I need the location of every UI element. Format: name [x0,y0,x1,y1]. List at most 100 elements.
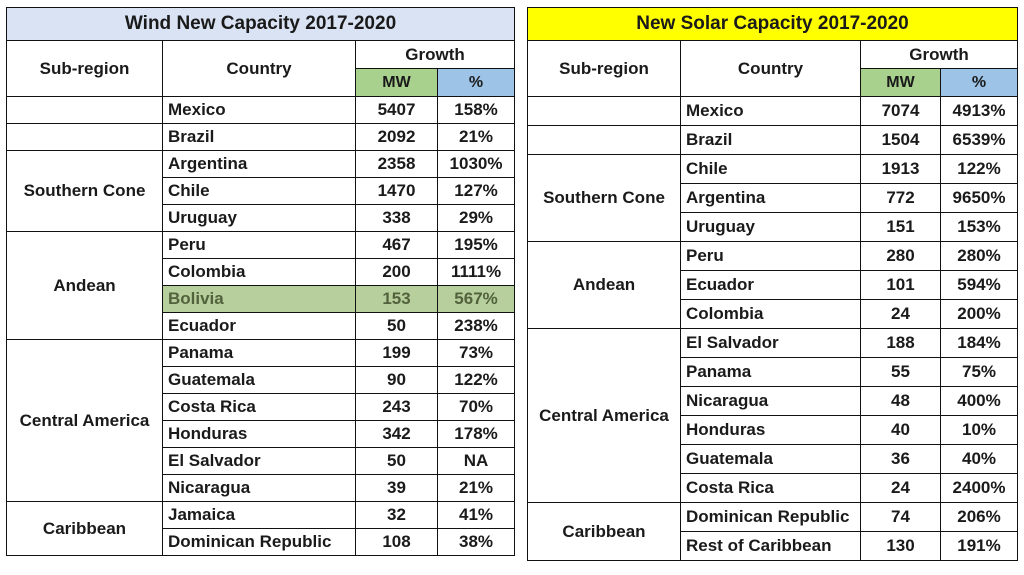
table-row: Colombia 24 200% [528,299,1018,329]
pct-cell: 127% [436,177,516,205]
table-row: Costa Rica 24 2400% [528,473,1018,503]
pct-cell: 70% [436,393,516,421]
country-cell: Ecuador [162,312,356,340]
mw-cell: 24 [860,299,941,329]
country-cell: Honduras [680,415,861,445]
pct-cell: 280% [940,241,1018,271]
wind-header-pct: % [436,68,516,97]
pct-cell: 1030% [436,150,516,178]
pct-cell: 122% [436,366,516,394]
mw-cell: 32 [355,501,438,529]
country-cell: Panama [680,357,861,387]
country-cell: Chile [680,154,861,184]
mw-cell: 467 [355,231,438,259]
table-row: Argentina 772 9650% [528,183,1018,213]
pct-cell: 38% [436,528,516,556]
pct-cell: 158% [436,96,516,124]
mw-cell: 342 [355,420,438,448]
pct-cell: 4913% [940,96,1018,126]
mw-cell: 101 [860,270,941,300]
country-cell: Argentina [162,150,356,178]
pct-cell: 73% [436,339,516,367]
mw-cell: 1504 [860,125,941,155]
mw-cell: 153 [355,285,438,313]
pct-cell: 400% [940,386,1018,416]
wind-header-country: Country [162,40,356,97]
country-cell: Argentina [680,183,861,213]
mw-cell: 188 [860,328,941,358]
country-cell: Guatemala [162,366,356,394]
table-row: Rest of Caribbean 130 191% [528,531,1018,561]
table-row: Uruguay 338 29% [7,204,516,232]
mw-cell: 338 [355,204,438,232]
table-row: Costa Rica 243 70% [7,393,516,421]
country-cell: Peru [162,231,356,259]
table-row: Andean Peru 467 195% [6,231,516,340]
table-row: Mexico 7074 4913% [527,96,1018,126]
highlighted-row: Bolivia 153 567% [7,285,516,313]
table-row: Ecuador 101 594% [528,270,1018,300]
solar-header-pct: % [940,68,1018,97]
mw-cell: 151 [860,212,941,242]
country-cell: Uruguay [162,204,356,232]
subregion-cell: Southern Cone [527,154,681,242]
table-row: Honduras 40 10% [528,415,1018,445]
country-cell: Guatemala [680,444,861,474]
pct-cell: NA [436,447,516,475]
solar-header-growth: Growth [860,40,1018,69]
mw-cell: 40 [860,415,941,445]
country-cell: Honduras [162,420,356,448]
mw-cell: 108 [355,528,438,556]
table-row: Caribbean Dominican Republic 74 206% [527,502,1018,561]
subregion-cell: Central America [6,339,163,502]
pct-cell: 594% [940,270,1018,300]
pct-cell: 153% [940,212,1018,242]
country-cell: Chile [162,177,356,205]
pct-cell: 191% [940,531,1018,561]
country-cell: Mexico [162,96,356,124]
mw-cell: 199 [355,339,438,367]
table-row: Andean Peru 280 280% [527,241,1018,329]
mw-cell: 1470 [355,177,438,205]
pct-cell: 2400% [940,473,1018,503]
mw-cell: 55 [860,357,941,387]
subregion-cell [527,96,681,126]
solar-header-country: Country [680,40,861,97]
mw-cell: 200 [355,258,438,286]
mw-cell: 5407 [355,96,438,124]
subregion-cell: Caribbean [6,501,163,556]
country-cell: Nicaragua [162,474,356,502]
pct-cell: 567% [436,285,516,313]
subregion-cell [6,96,163,124]
table-row: Brazil 2092 21% [6,123,516,151]
country-cell: Uruguay [680,212,861,242]
mw-cell: 36 [860,444,941,474]
mw-cell: 1913 [860,154,941,184]
mw-cell: 74 [860,502,941,532]
pct-cell: 9650% [940,183,1018,213]
pct-cell: 200% [940,299,1018,329]
subregion-cell: Central America [527,328,681,503]
mw-cell: 48 [860,386,941,416]
subregion-cell: Andean [527,241,681,329]
solar-table-title: New Solar Capacity 2017-2020 [527,7,1018,41]
mw-cell: 7074 [860,96,941,126]
subregion-cell [527,125,681,155]
country-cell: Dominican Republic [162,528,356,556]
country-cell: Costa Rica [162,393,356,421]
pct-cell: 29% [436,204,516,232]
solar-header-mw: MW [860,68,941,97]
table-row: Dominican Republic 108 38% [7,528,516,556]
table-row: Central America El Salvador 188 184% [527,328,1018,503]
country-cell: Colombia [162,258,356,286]
country-cell: Bolivia [162,285,356,313]
table-row: Nicaragua 48 400% [528,386,1018,416]
mw-cell: 280 [860,241,941,271]
mw-cell: 50 [355,447,438,475]
country-cell: El Salvador [162,447,356,475]
country-cell: Jamaica [162,501,356,529]
pct-cell: 10% [940,415,1018,445]
mw-cell: 2092 [355,123,438,151]
mw-cell: 24 [860,473,941,503]
mw-cell: 39 [355,474,438,502]
